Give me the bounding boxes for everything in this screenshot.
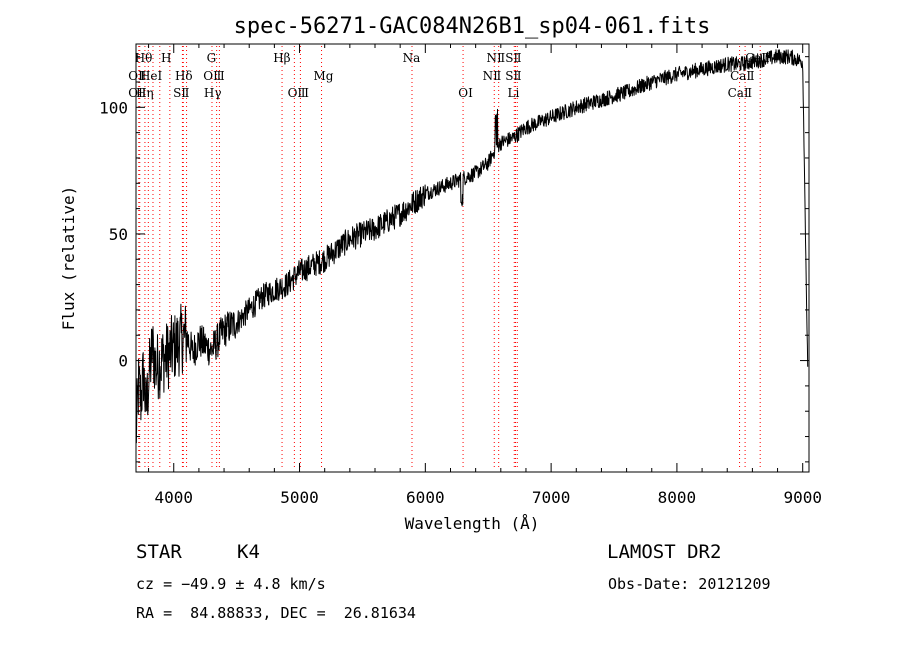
y-tick-label: 50 xyxy=(109,225,128,244)
x-tick-label: 8000 xyxy=(658,488,697,507)
spectral-line-label: OⅡ xyxy=(128,86,146,100)
obs-date: Obs-Date: 20121209 xyxy=(608,575,771,593)
object-class: STAR xyxy=(136,541,182,563)
spectral-line-label: HeⅠ xyxy=(140,69,163,83)
spectral-line-label: G xyxy=(207,51,217,65)
spectrum-series-line xyxy=(135,49,809,444)
spectral-line-label: CaⅡ xyxy=(728,86,753,100)
spectral-line-label: SⅡ xyxy=(173,86,189,100)
plot-frame xyxy=(135,43,810,473)
spectral-line-label: Hδ xyxy=(175,69,193,83)
chart-title: spec-56271-GAC084N26B1_sp04-061.fits xyxy=(234,14,711,39)
spectral-line-label: NⅡ xyxy=(486,51,505,65)
spectral-line-label: CaⅡ xyxy=(730,69,755,83)
x-tick-label: 4000 xyxy=(154,488,193,507)
object-subclass: K4 xyxy=(237,541,260,563)
spectral-line-label: Li xyxy=(507,86,519,100)
spectral-line-label: Hγ xyxy=(204,86,222,100)
spectral-line-label: OⅢ xyxy=(203,69,224,83)
y-tick-label: 100 xyxy=(99,98,128,117)
y-tick-label: 0 xyxy=(118,352,128,371)
spectral-line-markers xyxy=(138,46,761,470)
spectral-line-label: Mg xyxy=(313,69,333,83)
spectral-line-label: Hθ xyxy=(135,51,153,65)
spectral-line-label: OⅢ xyxy=(288,86,309,100)
y-axis-label: Flux (relative) xyxy=(59,186,78,331)
x-axis: 4000 5000 6000 7000 8000 9000 xyxy=(148,44,822,507)
spectral-line-label: Na xyxy=(403,51,421,65)
redshift-text: cz = −49.9 ± 4.8 km/s xyxy=(136,575,326,593)
spectral-line-label: H xyxy=(161,51,171,65)
x-axis-label: Wavelength (Å) xyxy=(405,514,540,533)
x-tick-label: 6000 xyxy=(406,488,445,507)
spectral-line-label: SⅡ xyxy=(505,69,521,83)
spectral-line-label: OⅡ xyxy=(128,69,146,83)
x-tick-label: 7000 xyxy=(532,488,571,507)
spectral-line-label: SⅡ xyxy=(505,51,521,65)
y-axis: 0 50 100 xyxy=(99,56,809,463)
coordinates: RA = 84.88833, DEC = 26.81634 xyxy=(136,604,416,622)
spectral-line-label: Hη xyxy=(136,86,154,100)
x-tick-label: 5000 xyxy=(280,488,319,507)
spectral-line-label: Hβ xyxy=(273,51,290,65)
spectral-line-label: OⅠ xyxy=(458,86,473,100)
spectral-line-label: NⅡ xyxy=(483,69,502,83)
survey-name: LAMOST DR2 xyxy=(607,541,722,563)
x-tick-label: 9000 xyxy=(783,488,822,507)
